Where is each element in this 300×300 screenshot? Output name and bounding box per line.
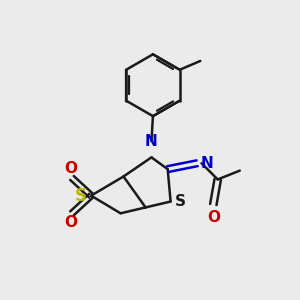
Text: O: O [64, 215, 77, 230]
Text: S: S [75, 187, 87, 205]
Text: N: N [145, 134, 158, 149]
Text: N: N [201, 156, 213, 171]
Text: O: O [207, 210, 220, 225]
Text: S: S [175, 194, 186, 209]
Text: O: O [64, 161, 77, 176]
